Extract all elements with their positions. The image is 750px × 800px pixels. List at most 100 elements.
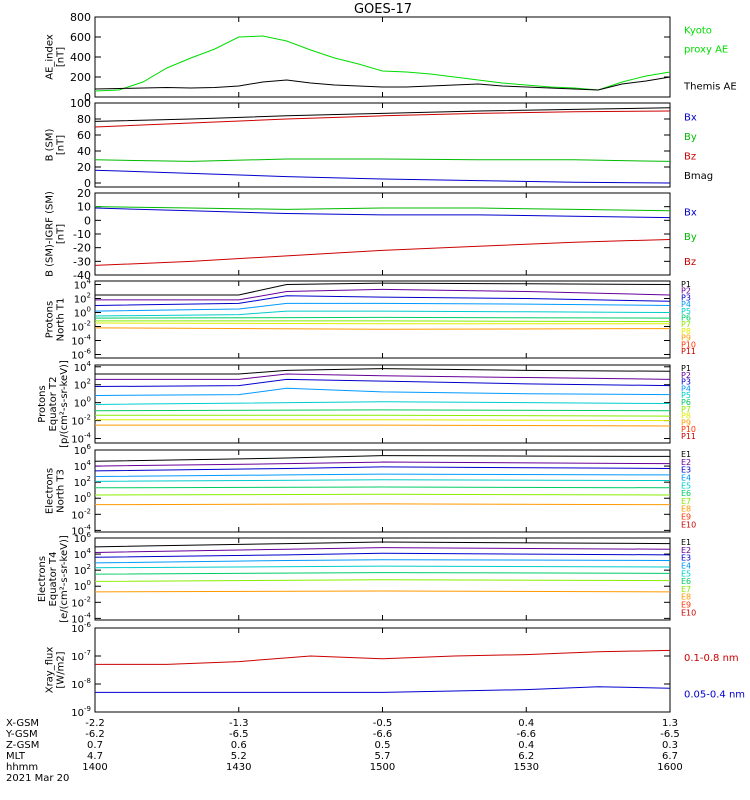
ephemeris-value: -2.2 [85,718,105,729]
legend-entry: E2 [681,458,691,467]
panel-b: 0 20 40 60 80 100 B (SM) [nT] Bx By Bz Bmag [45,97,714,190]
y-axis-label: [W/m2] [56,651,67,688]
legend-entry: P1 [681,280,691,289]
legend-entry: 0.05-0.4 nm [684,689,745,700]
series-line-p5 [94,401,671,405]
legend-entry: Bx [684,207,697,218]
series-line-p6 [94,316,671,319]
series-line-e6 [94,572,671,575]
y-axis-label: B (SM) [45,128,56,161]
legend-entry: E1 [681,450,691,459]
ephemeris-row-label: Y-GSM [5,729,38,740]
ephemeris-value: 4.7 [87,751,103,762]
series-line-0-05-0-4-nm [95,686,671,693]
y-tick-label: 10-4 [71,523,91,537]
y-axis-label: Protons [37,385,48,422]
series-line-p9 [95,424,671,427]
legend-entry: proxy AE [684,44,728,55]
series-line-p6 [94,409,671,412]
legend-entry: Bz [684,257,696,268]
ephemeris-value: -6.6 [516,729,536,740]
y-tick-label: 10-2 [71,595,91,609]
y-tick-label: 80 [77,113,91,126]
legend-entry: P5 [681,307,691,316]
series-line-e7 [94,493,671,496]
y-axis-label: North T1 [56,298,67,342]
y-tick-label: 10-6 [71,621,91,635]
ephemeris-value: -6.2 [85,729,105,740]
y-tick-label: 10-2 [71,414,91,428]
panel-ae: 0 200 400 600 800 AE_index [nT] Kyoto proxy AE Th… [45,11,737,104]
legend-entry: P7 [681,405,691,414]
y-tick-label: 400 [70,51,91,64]
legend-entry: P11 [681,347,696,356]
y-tick-label: -40 [73,269,91,282]
series-line-bz [94,110,671,128]
series-line-p2 [95,373,671,380]
ephemeris-value: 1600 [657,762,682,773]
y-tick-label: 10-7 [71,649,91,663]
ephemeris-value: 0.4 [518,718,534,729]
series-line-p2 [95,288,671,301]
y-tick-label: 10-4 [71,432,91,446]
series-line-e4 [94,473,671,478]
legend-entry: P5 [681,391,691,400]
legend-entry: E10 [681,608,696,617]
chart-title: GOES-17 [354,2,412,17]
y-tick-label: 10-2 [71,507,91,521]
ephemeris-value: 1400 [82,762,107,773]
y-tick-label: 104 [74,459,92,473]
ephemeris-value: 1500 [370,762,395,773]
panel-frame [94,192,671,276]
series-line-bmag [94,107,671,122]
series-line-e8 [94,590,671,593]
series-line-p3 [94,295,671,306]
y-tick-label: 102 [74,563,91,577]
legend-entry: Bmag [684,171,713,182]
y-tick-label: 200 [70,71,91,84]
legend-entry: P10 [681,425,696,434]
legend-entry: E4 [681,561,691,570]
y-axis-label: North T3 [56,469,67,513]
ephemeris-value: -6.5 [660,729,680,740]
y-tick-label: 600 [70,31,91,44]
y-tick-label: -20 [73,242,91,255]
y-axis-label: AE_index [45,34,56,80]
series-line-e2 [94,461,671,467]
ephemeris-value: 6.7 [662,751,678,762]
series-line-p8 [94,322,670,325]
series-line-e6 [94,486,671,489]
y-tick-label: 100 [74,491,91,505]
y-tick-label: 10-6 [71,348,91,362]
legend-entry: P4 [681,300,691,309]
ephemeris-value: 5.7 [375,751,391,762]
ephemeris-row-label: Z-GSM [6,740,39,751]
ephemeris-value: 1430 [226,762,251,773]
panel-frame [94,16,671,98]
legend-entry: P2 [681,371,691,380]
legend-entry: E9 [681,601,691,610]
series-line-p1 [95,368,671,375]
series-line-e1 [94,455,671,462]
y-tick-label: 100 [74,579,91,593]
y-tick-label: 10-4 [71,334,91,348]
series-line-e7 [94,579,671,582]
legend-entry: E10 [681,520,696,529]
y-axis-label: [nT] [56,224,67,244]
series-line-bx [94,207,671,219]
y-tick-label: 10-9 [71,705,91,719]
panel-electrons-equator: 10-4 10-2 100 102 104 106 Electrons Equator T4[… [37,531,696,625]
y-tick-label: 20 [77,187,91,200]
legend-entry: E3 [681,554,691,563]
y-tick-label: 60 [77,129,91,142]
y-tick-label: 10-4 [71,611,91,625]
ephemeris-value: -0.5 [373,718,393,729]
ephemeris-row-label: hhmm [6,762,38,773]
ephemeris-value: -6.5 [229,729,249,740]
y-axis-label: Equator T2 [48,377,59,432]
y-tick-label: 10-8 [71,677,91,691]
